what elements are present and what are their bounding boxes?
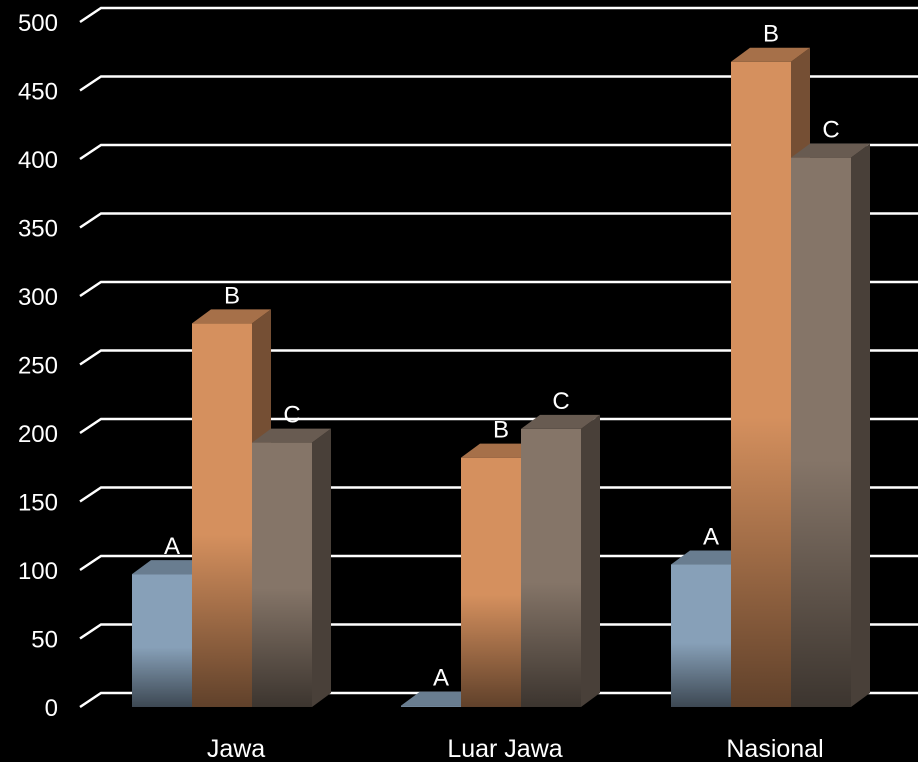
data-label-c-nasional: C [822,117,839,144]
bar-c-nasional [791,143,870,707]
x-axis-tick-labels: Jawa Luar Jawa Nasional [207,735,824,762]
gridline-250 [79,349,918,366]
y-tick-label-250: 250 [18,353,58,380]
gridline-0 [79,691,918,709]
gridline-450 [79,75,918,92]
y-tick-label-300: 300 [18,284,58,311]
data-label-c-jawa: C [283,402,300,429]
gridline-300 [79,280,918,298]
gridline-150 [79,486,918,503]
y-tick-label-450: 450 [18,79,58,106]
bars [132,47,870,708]
data-label-a-jawa: A [164,533,180,560]
data-label-b-luar-jawa: B [493,417,509,444]
bar-c-luar-jawa [521,414,600,707]
y-axis-tick-labels: 0 50 100 150 200 250 300 350 400 450 500 [18,10,58,722]
y-tick-label-350: 350 [18,216,58,243]
data-label-b-nasional: B [763,21,779,48]
gridline-400 [79,143,918,161]
data-label-b-jawa: B [224,282,240,309]
bar-c-jawa [252,428,331,707]
y-tick-label-0: 0 [45,695,58,722]
data-labels: A B C A B C A B C [164,21,840,692]
y-tick-label-400: 400 [18,147,58,174]
x-tick-label-nasional: Nasional [726,735,823,762]
y-tick-label-50: 50 [31,627,58,654]
y-tick-label-200: 200 [18,421,58,448]
y-tick-label-100: 100 [18,558,58,585]
gridline-50 [79,623,918,640]
gridline-100 [79,554,918,572]
data-label-a-luar-jawa: A [433,665,449,692]
y-tick-label-500: 500 [18,10,58,37]
gridline-500 [79,6,918,24]
gridline-200 [79,417,918,435]
data-label-a-nasional: A [703,524,719,551]
gridline-350 [79,212,918,229]
y-tick-label-150: 150 [18,490,58,517]
gridlines [79,6,918,709]
x-tick-label-luar-jawa: Luar Jawa [447,735,562,762]
data-label-c-luar-jawa: C [552,388,569,415]
x-tick-label-jawa: Jawa [207,735,265,762]
